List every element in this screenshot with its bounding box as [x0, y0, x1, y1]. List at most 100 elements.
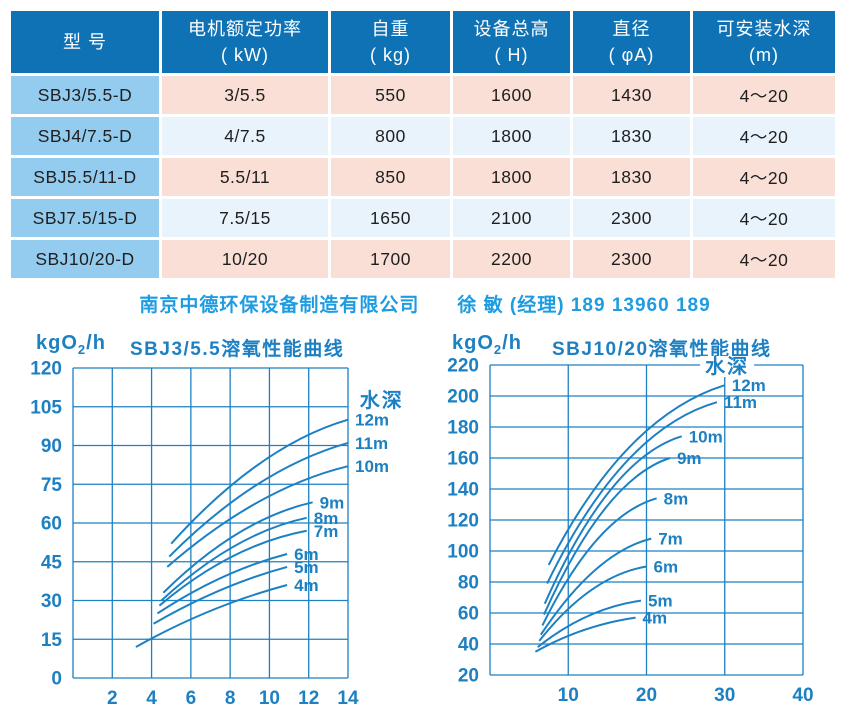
header-install-depth: 可安装水深 (m) [693, 11, 835, 73]
series-line-7m [540, 537, 652, 636]
y-tick: 0 [51, 669, 62, 690]
y-tick: 105 [30, 397, 62, 418]
x-tick: 10 [259, 688, 280, 709]
cell-height: 1800 [453, 117, 570, 155]
series-line-11m [168, 441, 349, 558]
y-tick: 120 [30, 359, 62, 380]
series-label-6m: 6m [654, 558, 679, 577]
cell-model: SBJ5.5/11-D [11, 158, 159, 196]
cell-diameter: 2300 [573, 240, 690, 278]
chart-title: SBJ3/5.5溶氧性能曲线 [130, 339, 345, 360]
table-row: SBJ5.5/11-D 5.5/11 850 1800 1830 4～20 [11, 158, 835, 196]
series-line-5m [537, 599, 642, 648]
spec-table: 型 号 电机额定功率 ( kW) 自重 ( kg) 设备总高 ( H) 直径 (… [8, 8, 838, 281]
series-line-6m [538, 565, 647, 642]
header-motor-power: 电机额定功率 ( kW) [162, 11, 328, 73]
y-tick: 80 [458, 573, 479, 594]
series-label-5m: 5m [648, 592, 673, 611]
series-label-7m: 7m [314, 522, 339, 541]
y-tick: 40 [458, 635, 479, 656]
cell-depth: 4～20 [693, 199, 835, 237]
contact-person-phone: 徐 敏 (经理) 189 13960 189 [457, 295, 711, 316]
cell-power: 5.5/11 [162, 158, 328, 196]
series-line-8m [160, 516, 307, 602]
grid-lines [72, 367, 349, 679]
cell-diameter: 1830 [573, 158, 690, 196]
header-total-height: 设备总高 ( H) [453, 11, 570, 73]
y-tick: 75 [41, 475, 63, 496]
cell-power: 7.5/15 [162, 199, 328, 237]
y-tick: 100 [447, 542, 479, 563]
cell-height: 1600 [453, 76, 570, 114]
axis-ticks: 20 40 60 80 100 120 140 160 180 200 220 10 20 30 40 [447, 356, 813, 706]
series-label-8m: 8m [314, 509, 339, 528]
series-line-5m [153, 565, 288, 625]
x-tick: 12 [298, 688, 319, 709]
series-label-8m: 8m [664, 489, 689, 508]
y-tick: 60 [41, 514, 62, 535]
series-label-5m: 5m [294, 558, 319, 577]
series-line-10m [543, 435, 682, 605]
performance-curve-plot: 0 15 30 45 60 75 90 105 120 2 4 6 8 10 12 14 12m 11m 10m 9m… [30, 359, 404, 710]
series-label-6m: 6m [294, 545, 319, 564]
table-row: SBJ7.5/15-D 7.5/15 1650 2100 2300 4～20 [11, 199, 835, 237]
contact-line: 南京中德环保设备制造有限公司 徐 敏 (经理) 189 13960 189 [0, 290, 850, 317]
y-tick: 180 [447, 418, 479, 439]
series-line-12m [170, 418, 349, 545]
cell-height: 2200 [453, 240, 570, 278]
y-tick: 200 [447, 387, 479, 408]
series-label-11m: 11m [355, 434, 388, 453]
cell-diameter: 1830 [573, 117, 690, 155]
series-label-10m: 10m [689, 427, 723, 446]
series-label-7m: 7m [658, 530, 683, 549]
cell-depth: 4～20 [693, 76, 835, 114]
header-diameter: 直径 ( φA) [573, 11, 690, 73]
series-label-4m: 4m [643, 609, 668, 628]
header-model: 型 号 [11, 11, 159, 73]
cell-model: SBJ10/20-D [11, 240, 159, 278]
y-tick: 60 [458, 604, 479, 625]
y-tick: 160 [447, 449, 479, 470]
header-weight: 自重 ( kg) [331, 11, 450, 73]
cell-weight: 800 [331, 117, 450, 155]
x-tick: 14 [337, 688, 359, 709]
x-tick: 20 [636, 685, 657, 706]
cell-height: 2100 [453, 199, 570, 237]
cell-power: 3/5.5 [162, 76, 328, 114]
performance-curve-plot: 20 40 60 80 100 120 140 160 180 200 220 10 20 30 40 12m… [447, 356, 814, 706]
y-tick: 45 [41, 552, 63, 573]
grid-lines [489, 364, 804, 676]
table-row: SBJ3/5.5-D 3/5.5 550 1600 1430 4～20 [11, 76, 835, 114]
y-tick: 20 [458, 666, 479, 687]
x-tick: 6 [186, 688, 197, 709]
y-axis-unit-label: kgO2/h [36, 332, 106, 357]
x-tick: 2 [107, 688, 118, 709]
x-tick: 10 [558, 685, 579, 706]
chart-sbj10-20: kgO2/h SBJ10/20溶氧性能曲线 20 40 60 80 100 120 140 1… [440, 326, 850, 712]
cell-weight: 1700 [331, 240, 450, 278]
y-tick: 90 [41, 436, 62, 457]
cell-power: 4/7.5 [162, 117, 328, 155]
legend-backdrop [700, 356, 755, 377]
cell-power: 10/20 [162, 240, 328, 278]
series-label-9m: 9m [677, 449, 702, 468]
series-line-4m [534, 616, 636, 653]
y-tick: 140 [447, 480, 479, 501]
cell-model: SBJ7.5/15-D [11, 199, 159, 237]
series-line-9m [162, 501, 313, 594]
y-axis-unit-label: kgO2/h [452, 332, 522, 357]
x-tick: 8 [225, 688, 236, 709]
legend-label: 水深 [360, 389, 404, 412]
series-line-4m [135, 584, 288, 648]
chart-sbj3-5-5: kgO2/h SBJ3/5.5溶氧性能曲线 0 15 30 45 60 75 90 105 12… [18, 330, 428, 712]
cell-model: SBJ3/5.5-D [11, 76, 159, 114]
x-tick: 30 [714, 685, 735, 706]
cell-diameter: 2300 [573, 199, 690, 237]
x-tick: 40 [792, 685, 813, 706]
y-tick: 30 [41, 591, 62, 612]
series-label-12m: 12m [355, 411, 389, 430]
cell-weight: 1650 [331, 199, 450, 237]
cell-weight: 850 [331, 158, 450, 196]
table-header-row: 型 号 电机额定功率 ( kW) 自重 ( kg) 设备总高 ( H) 直径 (… [11, 11, 835, 73]
series-line-6m [156, 553, 288, 615]
